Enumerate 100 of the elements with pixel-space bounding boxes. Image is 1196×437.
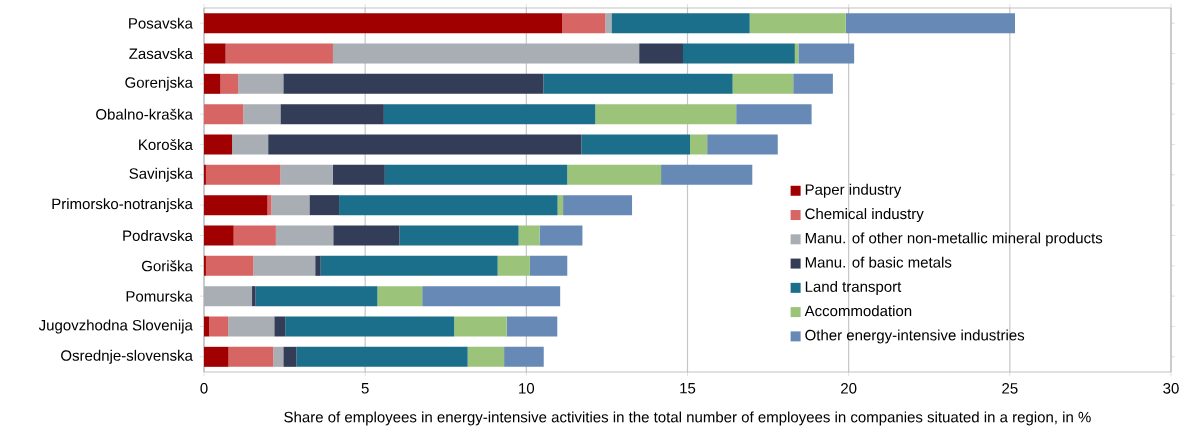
bar (543, 73, 733, 94)
y-tick-label: Obalno-kraška (96, 108, 193, 120)
bar (562, 13, 606, 34)
bar (749, 13, 846, 34)
y-tick-label: Osrednje-slovenska (61, 349, 193, 364)
y-tick-label: Savinjska (129, 167, 193, 182)
bar (518, 225, 540, 246)
bar (253, 255, 316, 276)
y-tick-label: Jugovzhodna Slovenija (38, 319, 193, 334)
bar (384, 164, 568, 185)
bar (332, 164, 385, 185)
bar (383, 104, 596, 125)
bar (454, 316, 507, 337)
bar (220, 73, 239, 94)
bar (283, 73, 544, 94)
bar (690, 134, 708, 155)
x-axis-title: Share of employees in energy-intensive activities in the total number of employees in companies situated in a region, in % (284, 411, 1091, 426)
bar (209, 316, 229, 337)
bar (252, 286, 256, 307)
bar (567, 164, 662, 185)
bar (225, 43, 333, 64)
y-tick-label: Podravska (123, 230, 193, 242)
x-tick-label: 15 (680, 383, 696, 394)
bar (274, 316, 286, 337)
bar (205, 164, 281, 185)
bar (581, 134, 691, 155)
bar (238, 73, 284, 94)
bar (255, 286, 378, 307)
bar (506, 316, 558, 337)
bar (732, 73, 794, 94)
legend-label: Other energy-intensive industries (805, 329, 1025, 344)
bar (707, 134, 778, 155)
bar (845, 13, 1015, 34)
y-tick-label: Primorsko-notranjska (52, 198, 193, 213)
bar (271, 195, 310, 216)
bar (605, 13, 612, 34)
bar (332, 43, 640, 64)
bar (205, 255, 254, 276)
legend-label: Land transport (805, 280, 902, 295)
x-tick-label: 10 (519, 383, 535, 394)
bar (228, 316, 275, 337)
y-tick-label: Zasavska (129, 48, 193, 60)
bar (798, 43, 855, 64)
bar (243, 104, 281, 125)
legend-label: Manu. of other non-metallic mineral products (805, 232, 1103, 247)
bar (736, 104, 812, 125)
bar (377, 286, 423, 307)
bar (285, 316, 455, 337)
legend-label: Accommodation (804, 305, 912, 317)
bar (661, 164, 753, 185)
bar (333, 225, 400, 246)
x-tick-label: 20 (841, 383, 857, 394)
x-tick-label: 25 (1002, 383, 1018, 394)
legend-label: Chemical industry (805, 208, 924, 223)
bar (315, 255, 321, 276)
bar (296, 346, 468, 367)
bar (204, 104, 244, 125)
bar (504, 346, 544, 367)
bar (204, 134, 233, 155)
bar (232, 134, 269, 155)
legend-label: Paper industry (805, 183, 902, 198)
bar (204, 13, 563, 34)
bar (233, 225, 276, 246)
bar (563, 195, 633, 216)
bar (280, 104, 384, 125)
x-tick-label: 0 (200, 383, 208, 394)
bar (204, 316, 210, 337)
bar (497, 255, 530, 276)
bar (204, 43, 226, 64)
bar (422, 286, 561, 307)
bar (228, 346, 274, 367)
bar (595, 104, 737, 125)
bar (611, 13, 750, 34)
bar (682, 43, 795, 64)
bar (793, 73, 833, 94)
y-tick-label: Goriška (142, 260, 193, 272)
bar (320, 255, 498, 276)
bar (273, 346, 284, 367)
bar (204, 225, 234, 246)
bar (280, 164, 333, 185)
bar (557, 195, 564, 216)
bar (204, 346, 229, 367)
bar (275, 225, 334, 246)
y-tick-label: Koroška (139, 138, 193, 151)
x-tick-label: 5 (361, 383, 369, 394)
y-tick-label: Posavska (129, 17, 193, 29)
legend-label: Manu. of basic metals (805, 256, 952, 268)
bar (339, 195, 558, 216)
y-tick-label: Pomurska (126, 290, 193, 302)
bar (309, 195, 340, 216)
bar (204, 195, 268, 216)
bar (539, 225, 583, 246)
bar (399, 225, 519, 246)
bar (283, 346, 297, 367)
bar (467, 346, 505, 367)
y-tick-label: Gorenjska (125, 76, 193, 91)
bar (639, 43, 683, 64)
bar (529, 255, 568, 276)
bar (204, 73, 221, 94)
x-tick-label: 30 (1163, 383, 1179, 394)
